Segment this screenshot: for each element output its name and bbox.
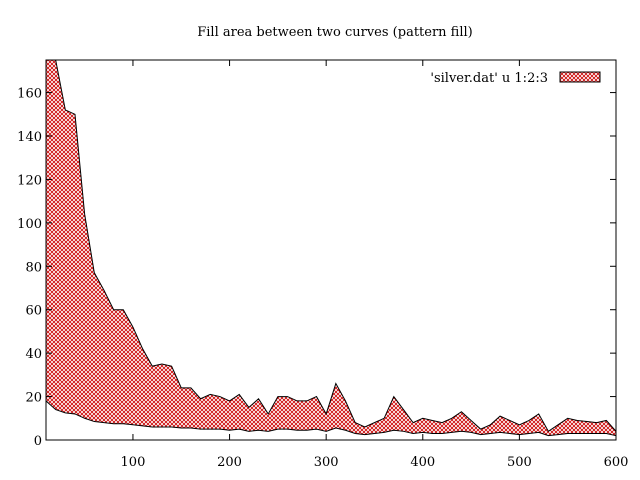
y-tick-label: 40 [25,347,42,362]
y-tick-label: 140 [17,130,42,145]
fill-area-series-0 [46,60,616,437]
x-tick-label: 600 [604,455,629,470]
legend-label: 'silver.dat' u 1:2:3 [430,71,548,86]
y-tick-label: 60 [25,304,42,319]
x-tick-label: 200 [217,455,242,470]
fill-area-layer [46,60,616,437]
plot-frame [45,59,617,441]
x-tick-label: 100 [121,455,146,470]
x-tick-label: 300 [314,455,339,470]
legend: 'silver.dat' u 1:2:3 [430,71,601,86]
y-tick-label: 20 [25,391,42,406]
y-tick-label: 120 [17,173,42,188]
y-tick-label: 100 [17,217,42,232]
chart-title: Fill area between two curves (pattern fi… [197,25,473,40]
x-tick-label: 400 [410,455,435,470]
y-tick-label: 160 [17,87,42,102]
y-tick-label: 80 [25,260,42,275]
x-tick-label: 500 [507,455,532,470]
y-tick-label: 0 [34,434,42,449]
axis-ticks: 0 20 40 60 80 100 120 140 160 100 200 300 400 500 600 [17,60,628,470]
legend-swatch [559,71,601,83]
